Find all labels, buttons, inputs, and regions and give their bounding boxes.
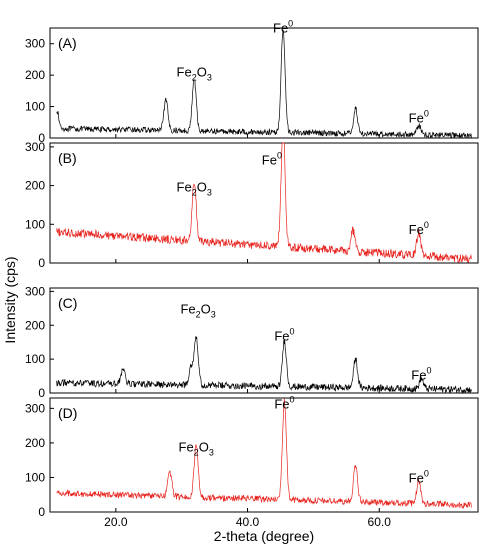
- panel-frame: [49, 27, 479, 139]
- peak-annotation: Fe0: [409, 469, 429, 486]
- peak-annotation: Fe0: [274, 394, 294, 411]
- y-tick-label: 100: [25, 352, 45, 366]
- y-axis-label: Intensity (cps): [2, 256, 18, 343]
- peak-annotation: Fe2O3: [177, 65, 212, 83]
- panel-3: 0 100 200 300 (C) Fe2O3 Fe0 Fe0: [25, 284, 479, 400]
- panel-4: 0 100 200 300 (D) Fe2O3 Fe0 Fe0: [25, 394, 479, 519]
- peak-annotation: Fe2O3: [179, 440, 214, 458]
- peak-annotation: Fe2O3: [177, 179, 212, 197]
- x-tick-label: 20.0: [104, 515, 128, 529]
- y-tick-label: 200: [25, 179, 45, 193]
- peak-annotation: Fe0: [411, 365, 431, 382]
- panels-group: 0 100 200 300 (A) Fe2O3 Fe0 Fe0 0 100 200 300 (B) Fe2…: [25, 19, 479, 529]
- x-tick-label: 60.0: [368, 515, 392, 529]
- panel-label: (D): [58, 405, 77, 421]
- peak-annotation: Fe0: [273, 19, 293, 36]
- y-tick-label: 200: [25, 318, 45, 332]
- panel-frame: [49, 287, 479, 394]
- y-tick-label: 100: [25, 217, 45, 231]
- y-tick-label: 0: [38, 131, 45, 145]
- panel-label: (C): [58, 295, 77, 311]
- y-tick-label: 0: [38, 386, 45, 400]
- peak-annotation: Fe0: [274, 327, 294, 344]
- y-tick-label: 300: [25, 401, 45, 415]
- x-axis-label: 2-theta (degree): [214, 528, 314, 544]
- y-tick-label: 300: [25, 140, 45, 154]
- peak-annotation: Fe0: [262, 150, 282, 167]
- y-tick-label: 100: [25, 470, 45, 484]
- panel-label: (A): [58, 35, 77, 51]
- y-tick-label: 0: [38, 505, 45, 519]
- peak-annotation: Fe0: [409, 108, 429, 125]
- y-tick-label: 200: [25, 68, 45, 82]
- y-tick-label: 100: [25, 100, 45, 114]
- panel-label: (B): [58, 150, 77, 166]
- peak-annotation: Fe0: [409, 220, 429, 237]
- y-tick-label: 300: [25, 284, 45, 298]
- series-line: [56, 142, 472, 263]
- series-line: [56, 29, 472, 139]
- peak-annotation: Fe2O3: [180, 301, 215, 319]
- panel-1: 0 100 200 300 (A) Fe2O3 Fe0 Fe0: [25, 19, 479, 145]
- panel-frame: [49, 142, 479, 264]
- y-tick-label: 300: [25, 37, 45, 51]
- series-line: [56, 398, 472, 510]
- series-line: [56, 336, 472, 395]
- y-tick-label: 200: [25, 436, 45, 450]
- x-tick-label: 40.0: [236, 515, 260, 529]
- panel-2: 0 100 200 300 (B) Fe2O3 Fe0 Fe0: [25, 140, 479, 270]
- y-tick-label: 0: [38, 256, 45, 270]
- panel-frame: [49, 397, 479, 513]
